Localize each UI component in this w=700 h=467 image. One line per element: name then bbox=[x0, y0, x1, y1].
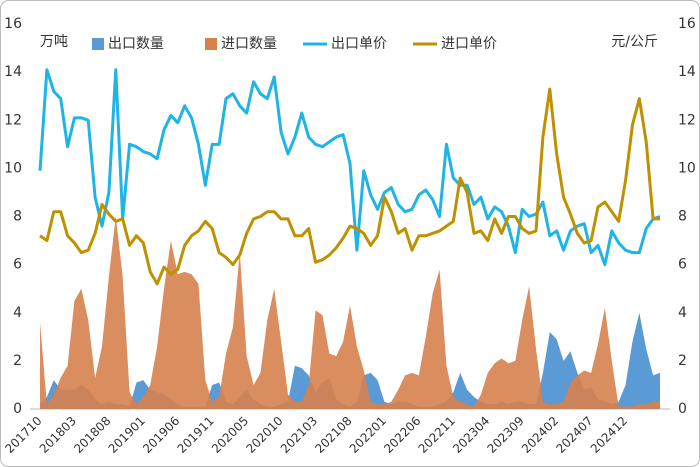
line bbox=[39, 87, 660, 286]
y-tick-label: 10 bbox=[4, 160, 22, 176]
y-tick-label: 4 bbox=[13, 305, 22, 321]
y2-tick-label: 14 bbox=[678, 64, 696, 80]
y-tick-label: 12 bbox=[4, 112, 22, 128]
y2-tick-label: 2 bbox=[678, 353, 687, 369]
y-tick-label: 2 bbox=[13, 353, 22, 369]
y2-tick-label: 0 bbox=[678, 401, 687, 417]
y2-tick-label: 12 bbox=[678, 112, 696, 128]
y2-tick-label: 16 bbox=[678, 16, 696, 32]
y2-tick-label: 4 bbox=[678, 305, 687, 321]
y-tick-label: 14 bbox=[4, 64, 22, 80]
legend-label: 出口单价 bbox=[331, 36, 387, 52]
legend-label: 进口数量 bbox=[221, 36, 277, 52]
area bbox=[40, 216, 660, 409]
y-tick-label: 8 bbox=[13, 209, 22, 225]
legend-label: 出口数量 bbox=[108, 36, 164, 52]
y2-tick-label: 8 bbox=[678, 209, 687, 225]
y-tick-label: 6 bbox=[13, 257, 22, 273]
legend-swatch bbox=[205, 38, 217, 50]
y2-tick-label: 10 bbox=[678, 160, 696, 176]
y-tick-label: 16 bbox=[4, 16, 22, 32]
legend-swatch bbox=[92, 38, 104, 50]
y2-tick-label: 6 bbox=[678, 257, 687, 273]
y-tick-label: 0 bbox=[13, 401, 22, 417]
line bbox=[38, 68, 661, 267]
y2-axis-label: 元/公斤 bbox=[611, 34, 658, 50]
legend-label: 进口单价 bbox=[441, 36, 497, 52]
y-axis-label: 万吨 bbox=[40, 34, 68, 50]
